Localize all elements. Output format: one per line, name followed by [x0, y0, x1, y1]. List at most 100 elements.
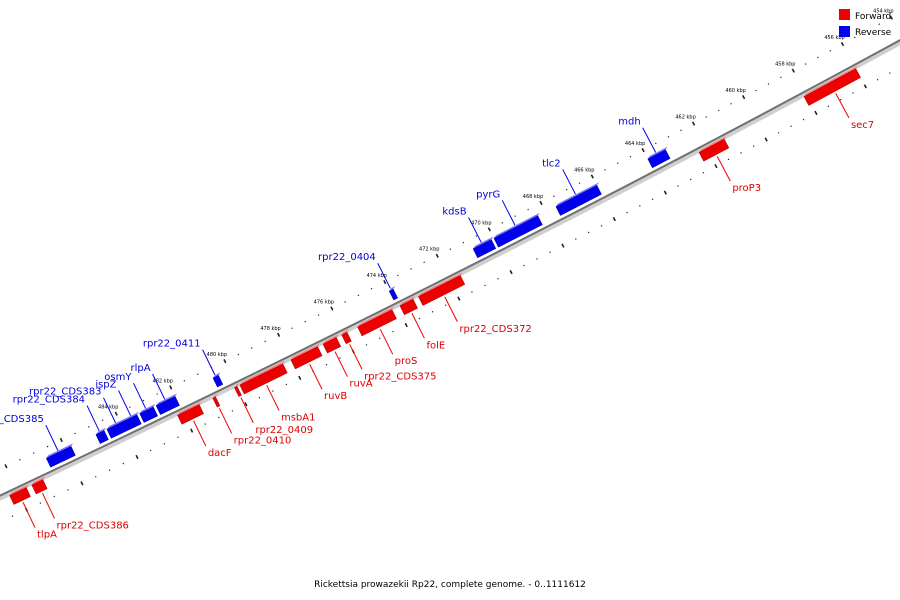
minor-tick [410, 268, 412, 270]
gene-rpr22-cds385[interactable] [45, 443, 76, 468]
minor-tick [11, 515, 14, 518]
major-tick [561, 243, 565, 248]
gene-label-prop3: proP3 [732, 183, 761, 194]
gene-dacf[interactable] [177, 401, 204, 425]
gene-fole[interactable] [399, 296, 418, 316]
minor-tick [639, 205, 641, 207]
gene-body [290, 346, 323, 370]
minor-tick [129, 406, 131, 408]
gene-top-face [323, 334, 339, 345]
minor-tick [523, 264, 525, 267]
minor-tick [866, 30, 868, 32]
gene-top-face [156, 393, 178, 406]
legend: Forward Reverse [839, 9, 892, 38]
gene-msba1[interactable] [239, 360, 288, 395]
minor-tick [575, 238, 577, 240]
gene-label-leader [202, 349, 216, 376]
minor-tick [177, 436, 179, 439]
minor-tick [357, 294, 360, 297]
gene-top-face [804, 65, 858, 97]
gene-rpr22-0404[interactable] [388, 286, 399, 301]
gene-tlc2[interactable] [555, 182, 602, 216]
minor-tick [626, 211, 628, 214]
gene-ruvb[interactable] [290, 343, 323, 370]
tick-label: 476 kbp [314, 299, 334, 305]
minor-tick [755, 89, 757, 92]
gene-rpr22-0411[interactable] [212, 372, 224, 388]
major-tick [190, 428, 194, 433]
gene-pros[interactable] [357, 306, 397, 337]
gene-label-rpr22-0409: rpr22_0409 [255, 425, 313, 436]
minor-tick [484, 284, 486, 287]
gene-osmy[interactable] [139, 404, 159, 423]
gene-label-leader [103, 397, 117, 424]
gene-label-leader [133, 383, 147, 409]
gene-label-rpr22-0411: rpr22_0411 [143, 339, 201, 350]
minor-tick [629, 155, 632, 158]
minor-tick [471, 291, 473, 293]
gene-label-leader [22, 502, 36, 528]
gene-rpr22-cds372[interactable] [418, 272, 466, 306]
genome-backbone [0, 39, 900, 497]
minor-tick [654, 142, 657, 145]
major-tick [298, 375, 302, 381]
minor-tick [600, 224, 603, 227]
minor-tick [53, 495, 56, 498]
minor-tick [727, 158, 730, 161]
gene-body [177, 404, 204, 425]
gene-pyrg[interactable] [493, 212, 543, 248]
gene-label-leader [45, 424, 59, 451]
major-tick [539, 200, 543, 206]
gene-kdsb[interactable] [472, 236, 497, 259]
gene-rpr22-cds375[interactable] [341, 329, 352, 345]
gene-label-mdh: mdh [618, 117, 640, 128]
gene-label-leader [334, 351, 348, 377]
gene-top-face [31, 476, 45, 485]
minor-tick [804, 63, 807, 65]
gene-label-rlpa: rlpA [130, 363, 150, 374]
gene-rlpa[interactable] [155, 393, 180, 415]
major-tick [691, 121, 696, 126]
gene-ruva[interactable] [322, 334, 342, 354]
minor-tick [777, 132, 780, 134]
gene-body [388, 288, 399, 301]
gene-rpr22-0409[interactable] [234, 383, 242, 397]
minor-tick [264, 340, 266, 343]
minor-tick [527, 208, 529, 211]
legend-reverse-label: Reverse [855, 28, 892, 38]
minor-tick [549, 251, 551, 254]
gene-rpr22-cds384[interactable] [95, 427, 109, 444]
minor-tick [702, 171, 705, 174]
minor-tick [88, 426, 90, 428]
gene-rpr22-0410[interactable] [212, 393, 221, 408]
gene-body [155, 396, 180, 415]
major-tick [4, 464, 8, 469]
gene-ispz[interactable] [125, 411, 142, 430]
tick-label: 480 kbp [207, 352, 227, 358]
tick-label: 472 kbp [419, 247, 439, 253]
gene-top-face [341, 329, 349, 335]
gene-body [45, 446, 76, 468]
minor-tick [39, 502, 42, 504]
gene-top-face [389, 286, 396, 292]
gene-label-leader [240, 397, 254, 424]
gene-sec7[interactable] [803, 65, 861, 106]
minor-tick [802, 118, 805, 121]
major-tick [663, 190, 667, 195]
gene-label-leader [118, 390, 132, 416]
minor-tick [258, 396, 261, 399]
gene-top-face [647, 146, 668, 159]
tick-label: 474 kbp [367, 273, 387, 279]
minor-tick [616, 162, 619, 165]
legend-reverse-swatch [839, 26, 850, 37]
minor-tick [829, 49, 832, 52]
gene-prop3[interactable] [698, 136, 730, 162]
major-tick [764, 137, 768, 142]
gene-rpr22-cds386[interactable] [31, 476, 48, 495]
gene-mdh[interactable] [647, 146, 671, 169]
gene-top-face [106, 417, 128, 430]
minor-tick [578, 182, 581, 184]
gene-rpr22-cds383[interactable] [106, 417, 131, 439]
gene-tlpa[interactable] [9, 484, 31, 505]
gene-body [212, 375, 224, 388]
